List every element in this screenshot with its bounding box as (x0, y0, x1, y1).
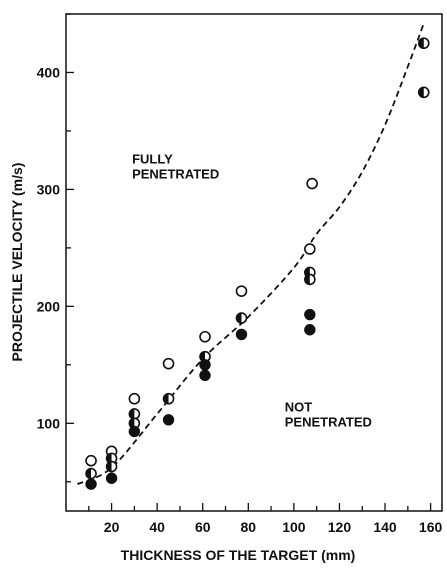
filled-circle-point (199, 369, 211, 382)
open-circle-point (162, 357, 175, 370)
plot-frame (65, 13, 443, 512)
open-circle-point (199, 330, 211, 343)
half-filled-circle-point (162, 392, 175, 405)
filled-circle-point (235, 328, 248, 341)
open-circle-point (128, 392, 141, 405)
x-tick-label: 120 (328, 519, 352, 535)
filled-circle-point (199, 359, 211, 371)
open-circle-point (85, 454, 97, 467)
x-tick-label: 160 (419, 519, 443, 535)
x-tick-label: 20 (104, 519, 120, 535)
x-tick-label: 80 (241, 519, 257, 535)
x-tick-label: 140 (373, 519, 397, 535)
half-filled-circle-point (304, 273, 316, 286)
open-circle-point (304, 243, 316, 255)
y-tick-label: 300 (37, 181, 61, 197)
x-tick-label: 100 (282, 519, 306, 535)
filled-circle-point (105, 472, 118, 484)
filled-circle-point (85, 478, 97, 490)
filled-circle-point (128, 425, 141, 438)
half-filled-circle-point (128, 408, 141, 420)
half-filled-circle-point (105, 460, 118, 473)
open-circle-point (235, 285, 248, 297)
filled-circle-point (304, 324, 316, 336)
filled-circle-point (304, 308, 316, 321)
tick-labels: 20 40 60 80 100 120 140 160 100 200 300 400 (37, 64, 443, 535)
x-axis-title: THICKNESS OF THE TARGET (mm) (121, 547, 356, 563)
data-points (85, 37, 430, 490)
y-tick-label: 400 (37, 64, 61, 80)
x-tick-label: 60 (195, 519, 211, 535)
region-label: NOT PENETRATED (285, 400, 372, 430)
open-circle-point (306, 177, 318, 190)
half-filled-circle-point (417, 86, 430, 99)
y-tick-label: 100 (37, 415, 61, 431)
half-filled-circle-point (199, 350, 211, 363)
half-filled-circle-point (417, 37, 430, 50)
y-axis-title: PROJECTILE VELOCITY (m/s) (9, 163, 25, 362)
x-tick-label: 40 (149, 519, 165, 535)
filled-circle-point (162, 414, 175, 426)
region-labels: FULLY PENETRATED NOT PENETRATED (132, 152, 372, 430)
axis-ticks (66, 13, 432, 511)
half-filled-circle-point (235, 312, 248, 324)
y-tick-label: 200 (37, 298, 61, 314)
half-filled-circle-point (85, 467, 97, 480)
penetration-boundary-curve (77, 23, 425, 485)
region-label: FULLY PENETRATED (132, 152, 219, 182)
